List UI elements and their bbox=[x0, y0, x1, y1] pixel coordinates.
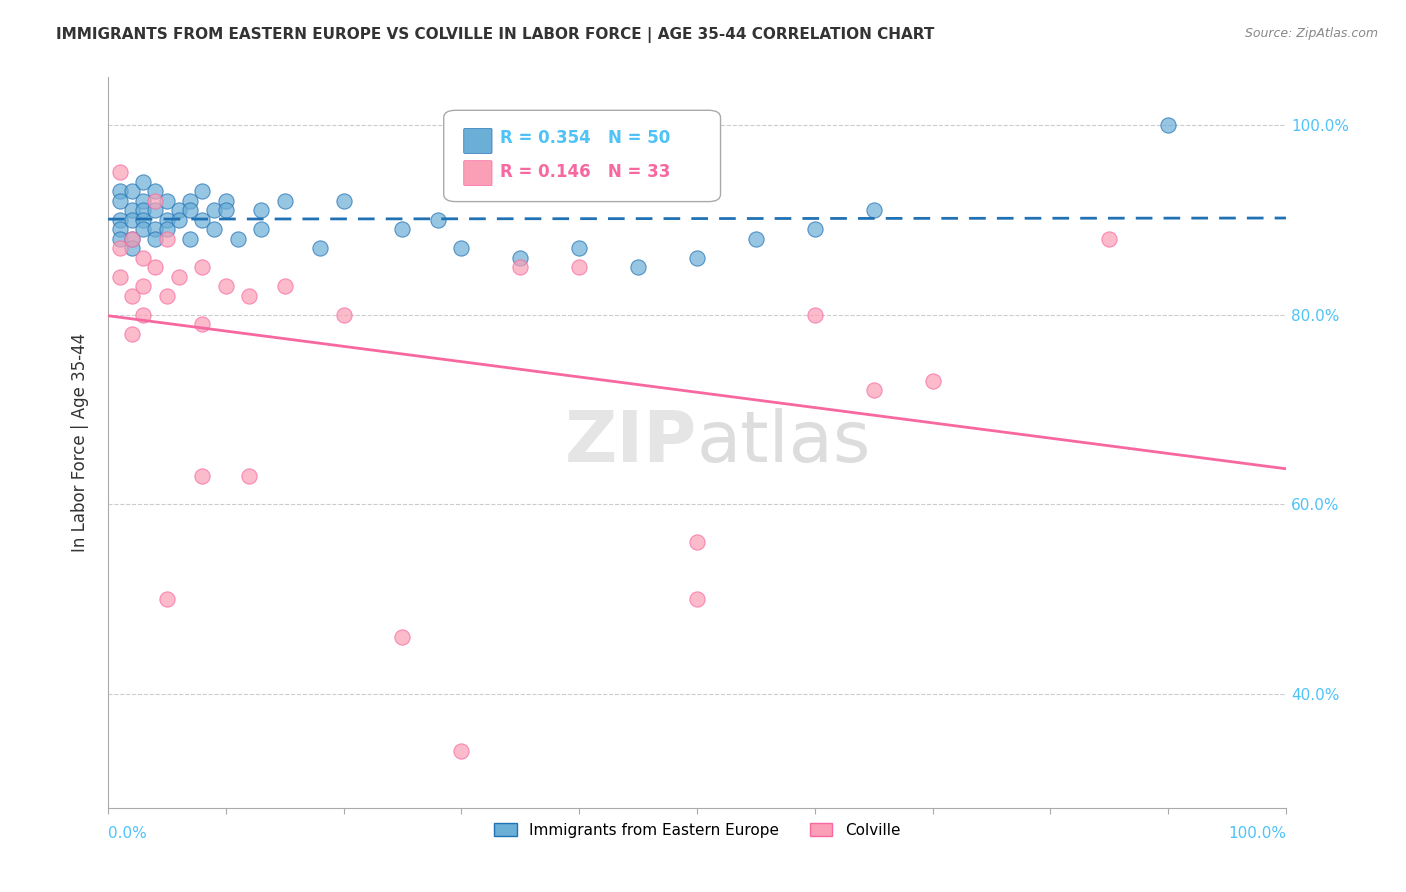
Point bbox=[568, 241, 591, 255]
Point bbox=[179, 232, 201, 246]
Point bbox=[862, 203, 884, 218]
Point bbox=[132, 175, 155, 189]
Point bbox=[121, 184, 143, 198]
Point bbox=[250, 222, 273, 236]
Point bbox=[121, 232, 143, 246]
Point bbox=[450, 744, 472, 758]
Point bbox=[568, 260, 591, 274]
Point bbox=[391, 630, 413, 644]
Point bbox=[108, 212, 131, 227]
Point bbox=[179, 194, 201, 208]
Point bbox=[191, 184, 214, 198]
Point bbox=[686, 535, 709, 549]
Point bbox=[202, 203, 225, 218]
Point bbox=[332, 308, 354, 322]
Point bbox=[143, 203, 166, 218]
Point bbox=[215, 279, 238, 293]
Point bbox=[179, 203, 201, 218]
Point bbox=[167, 269, 190, 284]
FancyBboxPatch shape bbox=[464, 128, 492, 153]
Point bbox=[627, 260, 650, 274]
Point bbox=[121, 241, 143, 255]
Text: 0.0%: 0.0% bbox=[108, 826, 146, 841]
Point bbox=[132, 222, 155, 236]
Point bbox=[686, 592, 709, 607]
Legend: Immigrants from Eastern Europe, Colville: Immigrants from Eastern Europe, Colville bbox=[488, 817, 907, 844]
Point bbox=[108, 241, 131, 255]
Point bbox=[1098, 232, 1121, 246]
Point bbox=[108, 222, 131, 236]
Point bbox=[745, 232, 768, 246]
Text: R = 0.354   N = 50: R = 0.354 N = 50 bbox=[501, 129, 671, 147]
FancyBboxPatch shape bbox=[464, 161, 492, 186]
Point bbox=[862, 384, 884, 398]
Point bbox=[450, 241, 472, 255]
Point bbox=[108, 232, 131, 246]
Point bbox=[238, 288, 260, 302]
Text: Source: ZipAtlas.com: Source: ZipAtlas.com bbox=[1244, 27, 1378, 40]
Point bbox=[273, 279, 295, 293]
Point bbox=[215, 203, 238, 218]
Point bbox=[921, 374, 943, 388]
Point bbox=[226, 232, 249, 246]
Point bbox=[143, 232, 166, 246]
Point bbox=[191, 260, 214, 274]
Point bbox=[803, 308, 825, 322]
Point bbox=[143, 184, 166, 198]
Point bbox=[132, 279, 155, 293]
FancyBboxPatch shape bbox=[444, 111, 720, 202]
Point bbox=[191, 212, 214, 227]
Point bbox=[391, 222, 413, 236]
Point bbox=[215, 194, 238, 208]
Point bbox=[426, 212, 449, 227]
Point bbox=[121, 288, 143, 302]
Point bbox=[250, 203, 273, 218]
Text: ZIP: ZIP bbox=[565, 409, 697, 477]
Point bbox=[132, 212, 155, 227]
Point bbox=[121, 212, 143, 227]
Point bbox=[108, 165, 131, 179]
Text: R = 0.146   N = 33: R = 0.146 N = 33 bbox=[501, 163, 671, 181]
Point bbox=[1157, 118, 1180, 132]
Point bbox=[108, 184, 131, 198]
Point bbox=[143, 260, 166, 274]
Point bbox=[156, 288, 179, 302]
Point bbox=[803, 222, 825, 236]
Point bbox=[309, 241, 332, 255]
Text: 100.0%: 100.0% bbox=[1227, 826, 1286, 841]
Point bbox=[156, 232, 179, 246]
Text: IMMIGRANTS FROM EASTERN EUROPE VS COLVILLE IN LABOR FORCE | AGE 35-44 CORRELATIO: IMMIGRANTS FROM EASTERN EUROPE VS COLVIL… bbox=[56, 27, 935, 43]
Text: atlas: atlas bbox=[697, 409, 872, 477]
Point bbox=[509, 260, 531, 274]
Point bbox=[108, 194, 131, 208]
Point bbox=[167, 203, 190, 218]
Point bbox=[273, 194, 295, 208]
Point bbox=[132, 194, 155, 208]
Point bbox=[167, 212, 190, 227]
Point bbox=[132, 251, 155, 265]
Point bbox=[156, 222, 179, 236]
Point bbox=[132, 203, 155, 218]
Point bbox=[202, 222, 225, 236]
Point bbox=[156, 194, 179, 208]
Point bbox=[238, 468, 260, 483]
Point bbox=[686, 251, 709, 265]
Point bbox=[191, 317, 214, 331]
Point bbox=[509, 251, 531, 265]
Point bbox=[156, 212, 179, 227]
Point bbox=[156, 592, 179, 607]
Point bbox=[121, 232, 143, 246]
Point bbox=[132, 308, 155, 322]
Point bbox=[121, 326, 143, 341]
Point bbox=[121, 203, 143, 218]
Point bbox=[108, 269, 131, 284]
Point bbox=[143, 222, 166, 236]
Point bbox=[143, 194, 166, 208]
Point bbox=[332, 194, 354, 208]
Y-axis label: In Labor Force | Age 35-44: In Labor Force | Age 35-44 bbox=[72, 333, 89, 552]
Point bbox=[191, 468, 214, 483]
